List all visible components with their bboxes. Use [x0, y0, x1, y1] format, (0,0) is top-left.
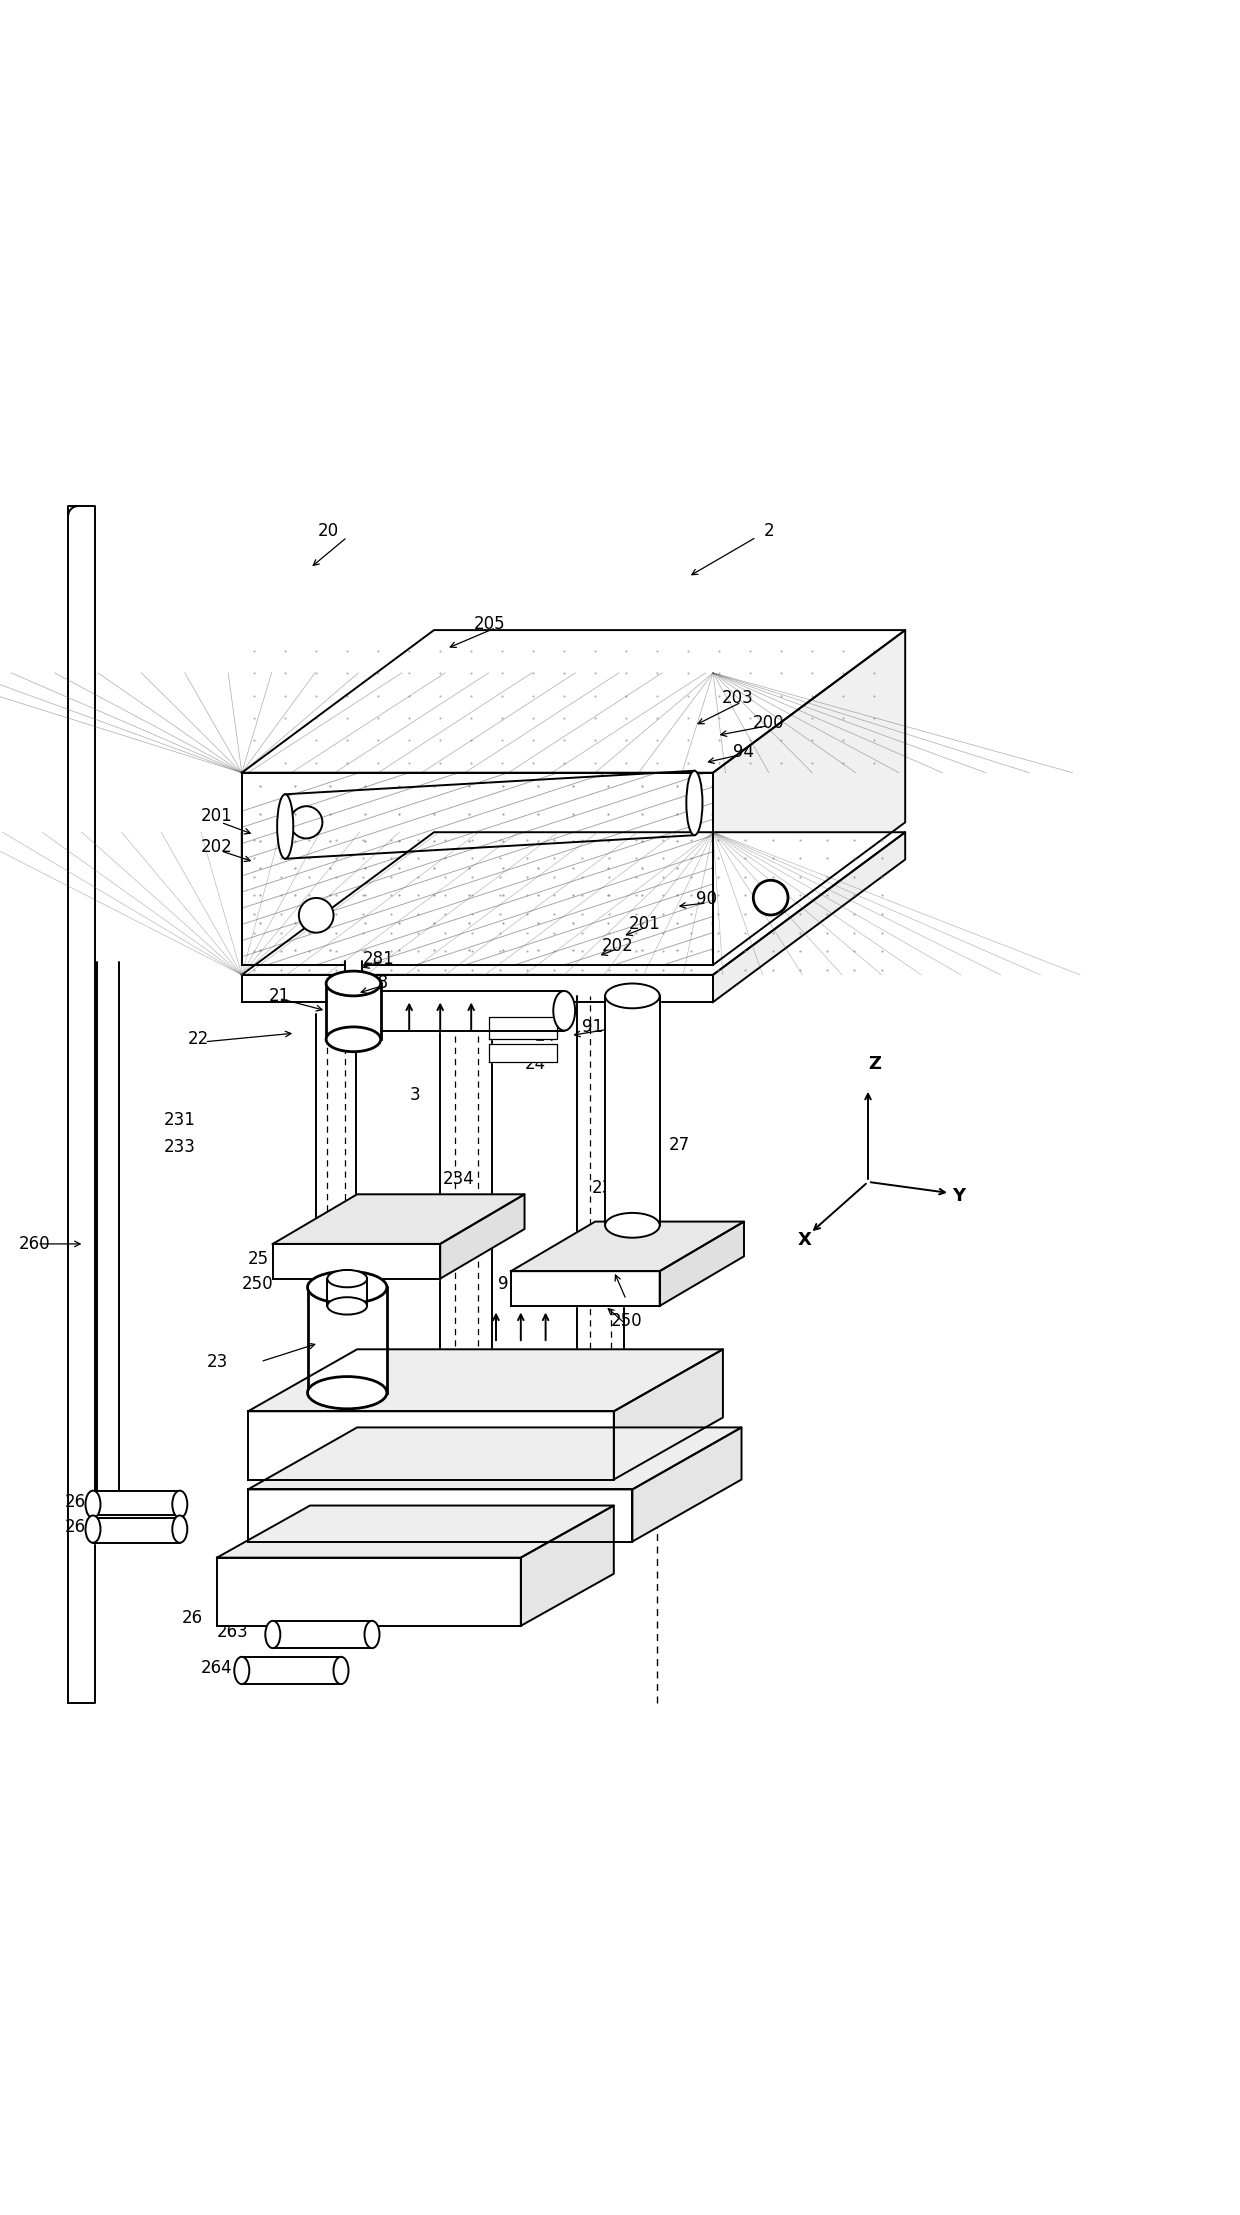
- Polygon shape: [326, 983, 381, 1039]
- Polygon shape: [614, 1349, 723, 1480]
- Text: 205: 205: [474, 616, 506, 633]
- Polygon shape: [248, 1411, 614, 1480]
- Text: 21: 21: [268, 988, 290, 1006]
- Polygon shape: [242, 629, 905, 773]
- Ellipse shape: [172, 1491, 187, 1517]
- Polygon shape: [273, 1621, 372, 1648]
- Text: 201: 201: [629, 915, 661, 933]
- Text: 203: 203: [722, 689, 754, 707]
- Ellipse shape: [553, 990, 575, 1030]
- Text: 24: 24: [525, 1054, 547, 1072]
- Polygon shape: [713, 629, 905, 966]
- Polygon shape: [248, 1488, 632, 1542]
- Polygon shape: [632, 1426, 742, 1542]
- Polygon shape: [511, 1223, 744, 1271]
- Text: 3: 3: [410, 1085, 420, 1103]
- Text: 233: 233: [164, 1139, 196, 1156]
- Polygon shape: [68, 505, 95, 1703]
- Text: 28: 28: [367, 975, 389, 992]
- Polygon shape: [713, 833, 905, 1001]
- Ellipse shape: [327, 1298, 367, 1313]
- Polygon shape: [93, 1491, 180, 1517]
- Polygon shape: [381, 990, 564, 1030]
- Polygon shape: [327, 1278, 367, 1307]
- Text: 231: 231: [164, 1112, 196, 1130]
- Text: Z: Z: [868, 1054, 880, 1072]
- Text: 91: 91: [582, 1019, 604, 1037]
- Circle shape: [753, 879, 789, 915]
- Text: 202: 202: [201, 837, 233, 857]
- Text: 281: 281: [362, 950, 394, 968]
- Text: 91: 91: [497, 1274, 520, 1294]
- Text: 260: 260: [19, 1236, 51, 1254]
- Polygon shape: [273, 1245, 440, 1278]
- Ellipse shape: [334, 1657, 348, 1683]
- Polygon shape: [217, 1557, 521, 1626]
- Text: 262: 262: [64, 1517, 97, 1535]
- Ellipse shape: [86, 1515, 100, 1542]
- Ellipse shape: [605, 1214, 660, 1238]
- Polygon shape: [489, 1043, 557, 1061]
- Ellipse shape: [277, 795, 293, 859]
- Polygon shape: [521, 1506, 614, 1626]
- Polygon shape: [242, 773, 713, 966]
- Polygon shape: [93, 1515, 180, 1542]
- Text: 250: 250: [242, 1274, 274, 1294]
- Polygon shape: [242, 975, 713, 1001]
- Text: 2: 2: [764, 523, 774, 540]
- Ellipse shape: [605, 983, 660, 1008]
- Text: 27: 27: [668, 1136, 691, 1154]
- Circle shape: [299, 897, 334, 933]
- Polygon shape: [248, 1349, 723, 1411]
- Polygon shape: [242, 833, 905, 975]
- Ellipse shape: [687, 771, 702, 835]
- Text: 94: 94: [734, 742, 754, 760]
- Ellipse shape: [308, 1376, 387, 1409]
- Text: Y: Y: [951, 1187, 965, 1205]
- Text: 23: 23: [206, 1353, 228, 1371]
- Text: 26: 26: [181, 1610, 203, 1628]
- Text: 20: 20: [317, 523, 340, 540]
- Text: 22: 22: [187, 1030, 210, 1048]
- Text: 280: 280: [467, 1449, 500, 1466]
- Polygon shape: [308, 1287, 387, 1393]
- Polygon shape: [345, 961, 362, 983]
- Polygon shape: [489, 1017, 557, 1039]
- Text: 200: 200: [753, 713, 785, 733]
- Text: 250: 250: [610, 1311, 642, 1329]
- Ellipse shape: [265, 1621, 280, 1648]
- Ellipse shape: [234, 1657, 249, 1683]
- Polygon shape: [242, 1657, 341, 1683]
- Ellipse shape: [308, 1271, 387, 1302]
- Polygon shape: [217, 1506, 614, 1557]
- Ellipse shape: [327, 1269, 367, 1287]
- Text: X: X: [797, 1232, 812, 1249]
- Ellipse shape: [326, 970, 381, 997]
- Text: 232: 232: [591, 1178, 624, 1196]
- Text: 261: 261: [64, 1493, 97, 1511]
- Text: 90: 90: [697, 890, 717, 908]
- Ellipse shape: [172, 1515, 187, 1542]
- Polygon shape: [248, 1426, 742, 1488]
- Text: 234: 234: [443, 1170, 475, 1189]
- Text: 263: 263: [217, 1624, 249, 1641]
- Text: 230: 230: [381, 1387, 413, 1404]
- Ellipse shape: [365, 1621, 379, 1648]
- Text: 202: 202: [601, 937, 634, 955]
- Polygon shape: [660, 1223, 744, 1307]
- Text: 25: 25: [615, 1287, 637, 1305]
- Polygon shape: [440, 1194, 525, 1278]
- Polygon shape: [605, 997, 660, 1225]
- Polygon shape: [97, 964, 119, 1535]
- Ellipse shape: [326, 1028, 381, 1052]
- Ellipse shape: [86, 1491, 100, 1517]
- Text: 201: 201: [201, 806, 233, 826]
- Text: 264: 264: [201, 1659, 233, 1677]
- Polygon shape: [273, 1194, 525, 1245]
- Text: 24: 24: [534, 1026, 557, 1045]
- Text: 25: 25: [247, 1249, 269, 1267]
- Polygon shape: [511, 1271, 660, 1307]
